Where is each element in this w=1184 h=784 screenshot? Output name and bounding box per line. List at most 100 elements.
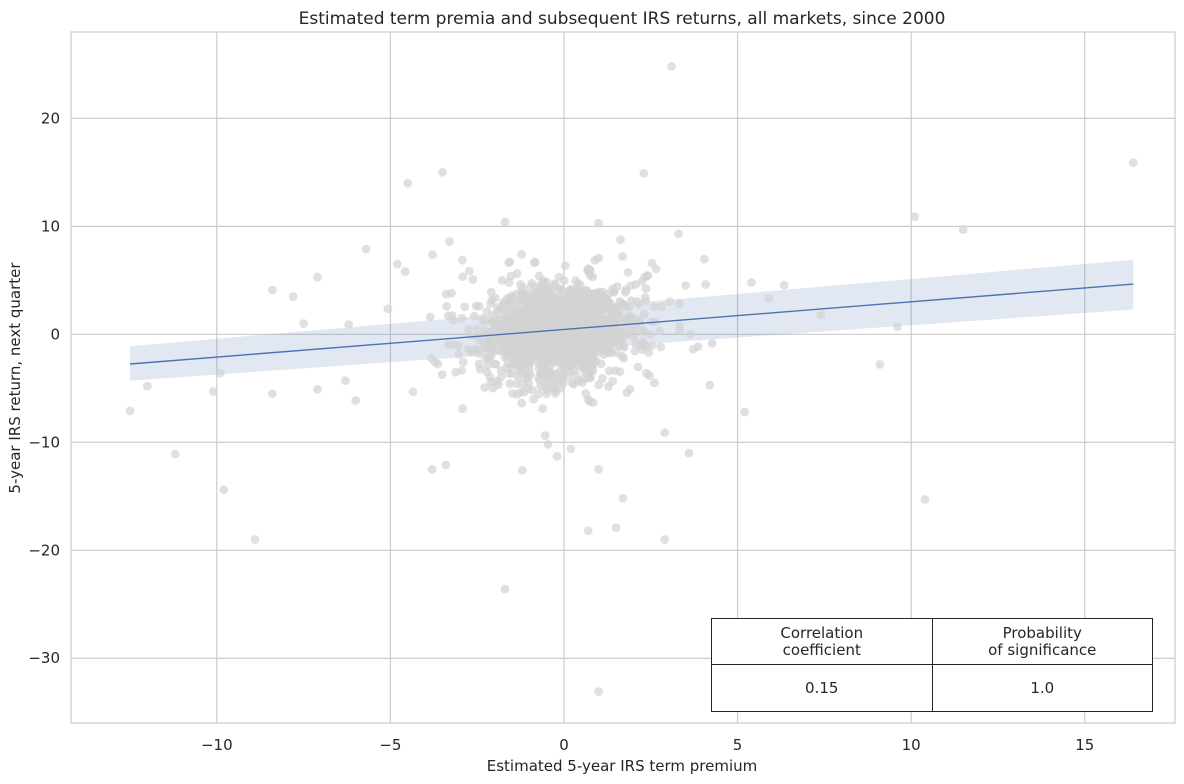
data-point — [505, 379, 515, 389]
data-point — [143, 381, 152, 391]
data-point — [500, 584, 510, 594]
data-point — [660, 535, 670, 544]
data-point — [542, 325, 551, 335]
data-point — [625, 384, 635, 394]
data-point — [466, 331, 476, 341]
data-point — [646, 330, 655, 340]
scatter-points — [125, 62, 1138, 697]
data-point — [644, 348, 654, 358]
data-point — [639, 327, 648, 337]
data-point — [427, 353, 436, 363]
data-point — [497, 340, 507, 349]
data-point — [611, 328, 621, 337]
data-point — [482, 341, 492, 351]
data-point — [554, 272, 564, 282]
data-point — [351, 396, 361, 405]
data-point — [641, 284, 651, 293]
data-point — [516, 280, 525, 289]
data-point — [618, 494, 628, 503]
data-point — [581, 309, 590, 318]
data-point — [501, 310, 511, 320]
data-point — [558, 334, 567, 344]
data-point — [580, 297, 590, 307]
data-point — [448, 311, 457, 320]
data-point — [606, 308, 616, 317]
data-point — [468, 275, 478, 284]
data-point — [489, 319, 499, 329]
x-tick-label: 15 — [1075, 736, 1094, 754]
data-point — [583, 526, 593, 536]
data-point — [554, 292, 564, 302]
data-point — [537, 367, 546, 377]
data-point — [583, 337, 593, 347]
y-tick-label: 10 — [41, 217, 60, 235]
data-point — [605, 315, 615, 325]
x-tick-label: 10 — [902, 736, 921, 754]
data-point — [403, 178, 413, 188]
data-point — [574, 279, 583, 289]
data-point — [1128, 158, 1138, 168]
data-point — [464, 266, 474, 276]
data-point — [344, 320, 354, 329]
data-point — [624, 328, 634, 338]
data-point — [650, 378, 659, 388]
data-point — [660, 428, 670, 437]
data-point — [555, 284, 565, 294]
data-point — [508, 345, 517, 355]
data-point — [487, 295, 497, 305]
data-point — [707, 339, 717, 348]
data-point — [747, 278, 756, 287]
data-point — [469, 311, 479, 321]
data-point — [361, 244, 371, 254]
data-point — [288, 292, 298, 301]
data-point — [497, 276, 507, 285]
data-point — [504, 258, 514, 268]
data-point — [543, 440, 553, 449]
data-point — [447, 288, 456, 298]
data-point — [550, 320, 559, 330]
data-point — [592, 329, 602, 338]
data-point — [480, 383, 490, 392]
data-point — [603, 348, 612, 357]
data-point — [892, 322, 902, 332]
data-point — [541, 334, 551, 343]
data-point — [566, 444, 576, 454]
data-point — [458, 404, 467, 414]
data-point — [590, 256, 600, 265]
data-point — [612, 282, 622, 291]
data-point — [643, 271, 652, 281]
data-point — [512, 389, 522, 399]
x-tick-label: 0 — [559, 736, 569, 754]
data-point — [486, 287, 496, 297]
y-tick-label: −20 — [28, 541, 60, 559]
data-point — [538, 404, 548, 413]
data-point — [299, 319, 308, 328]
y-tick-label: −30 — [28, 649, 60, 667]
data-point — [611, 366, 620, 376]
data-point — [383, 304, 393, 314]
data-point — [548, 291, 557, 301]
data-point — [611, 523, 621, 532]
data-point — [441, 460, 451, 470]
stats-table: Correlation coefficient Probability of s… — [711, 618, 1153, 712]
data-point — [779, 280, 789, 290]
data-point — [496, 366, 506, 375]
data-point — [920, 495, 930, 504]
data-point — [701, 280, 710, 289]
data-point — [557, 370, 567, 380]
data-point — [624, 302, 634, 312]
data-point — [639, 169, 649, 178]
data-point — [536, 381, 545, 391]
data-point — [268, 285, 277, 295]
data-point — [125, 406, 135, 416]
data-point — [313, 272, 322, 282]
data-point — [427, 464, 437, 474]
data-point — [618, 252, 627, 261]
data-point — [688, 344, 698, 354]
data-point — [594, 380, 604, 390]
data-point — [592, 302, 601, 311]
data-point — [674, 229, 683, 239]
data-point — [527, 308, 537, 318]
data-point — [540, 356, 550, 366]
data-point — [642, 368, 651, 378]
